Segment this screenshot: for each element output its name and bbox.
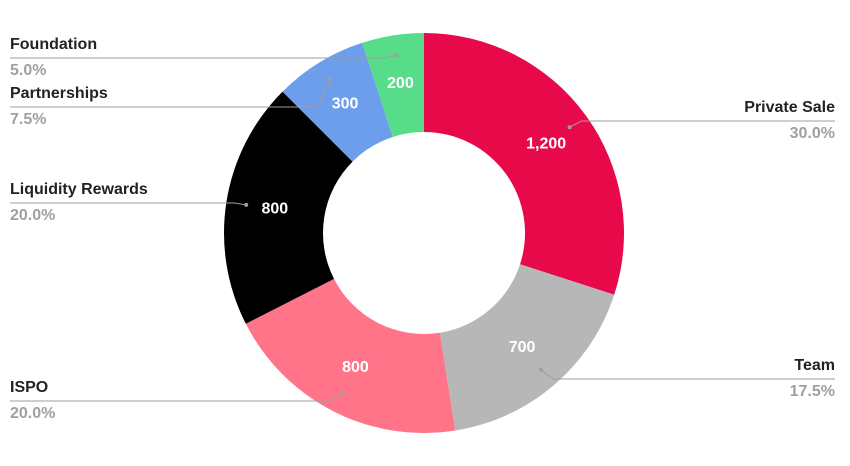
legend-label: Private Sale	[744, 99, 835, 116]
legend-label: ISPO	[10, 379, 48, 396]
slice	[224, 91, 353, 324]
slice	[424, 33, 624, 295]
slice	[362, 33, 424, 137]
value-label: 800	[342, 359, 369, 376]
percent-label: 20.0%	[10, 405, 55, 422]
legend-label: Partnerships	[10, 85, 108, 102]
legend-label: Team	[794, 357, 835, 374]
leader-dot	[393, 53, 398, 58]
value-label: 300	[332, 95, 359, 112]
value-label: 1,200	[526, 135, 566, 152]
leader-line	[569, 120, 835, 128]
legend-label: Liquidity Rewards	[10, 181, 148, 198]
slice	[245, 278, 456, 433]
value-label: 200	[387, 75, 414, 92]
percent-label: 7.5%	[10, 111, 46, 128]
percent-label: 30.0%	[790, 125, 835, 142]
leader-dot	[327, 77, 332, 82]
percent-label: 17.5%	[790, 383, 835, 400]
leader-line	[540, 369, 835, 380]
percent-label: 5.0%	[10, 62, 46, 79]
leader-line	[10, 202, 247, 206]
leader-dot	[244, 202, 249, 207]
leader-dot	[340, 391, 345, 396]
leader-line	[10, 392, 343, 402]
leader-line	[10, 79, 331, 108]
slice	[439, 264, 615, 431]
leader-line	[10, 54, 396, 59]
leader-dot	[567, 125, 572, 130]
leader-dot	[538, 367, 543, 372]
slice	[282, 42, 393, 162]
value-label: 800	[262, 201, 289, 218]
value-label: 700	[509, 339, 536, 356]
percent-label: 20.0%	[10, 207, 55, 224]
legend-label: Foundation	[10, 36, 97, 53]
